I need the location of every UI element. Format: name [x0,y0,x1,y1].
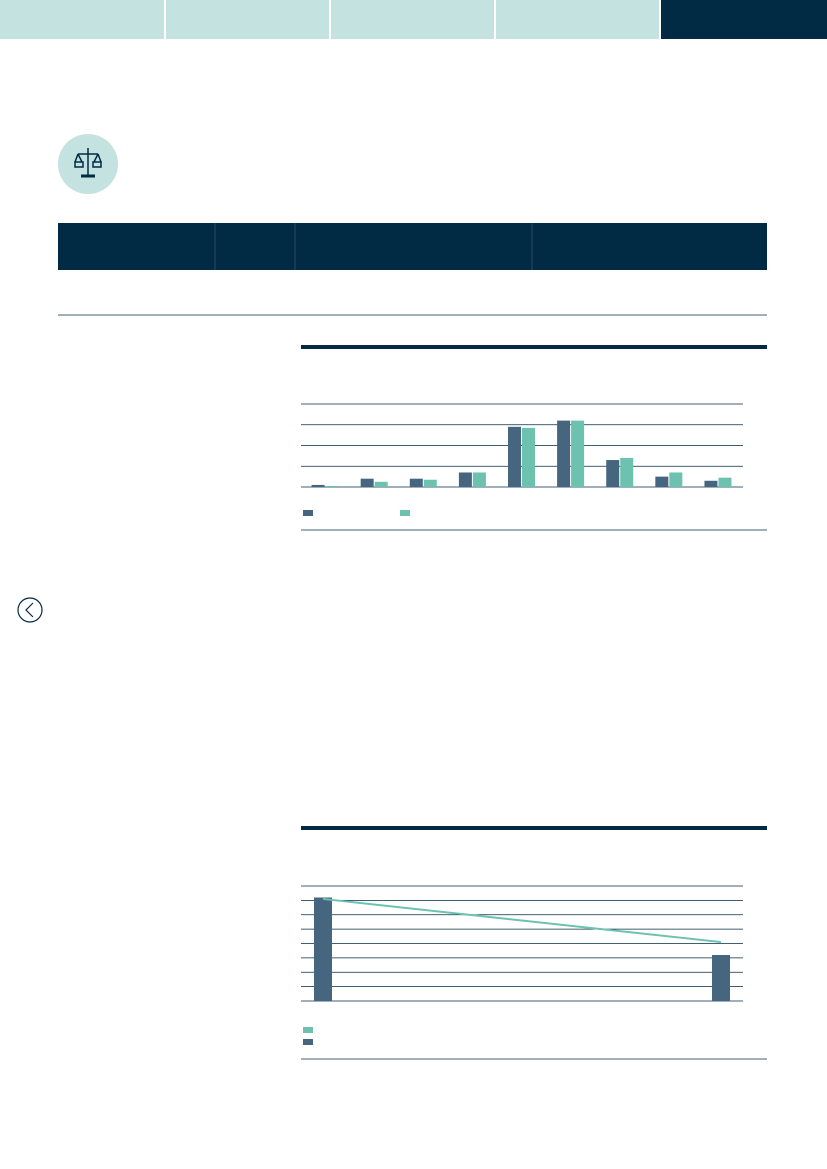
bar [718,477,732,487]
nav-tab[interactable] [0,0,164,39]
bar [325,485,339,487]
table [58,223,767,316]
bar [458,472,472,487]
legend-swatch [303,1027,313,1033]
bar [606,460,620,487]
bar [655,476,669,487]
nav-tab[interactable] [331,0,494,39]
bar [472,472,486,487]
nav-tab[interactable] [166,0,329,39]
table-header [58,223,767,270]
bar [311,484,325,487]
bar [522,427,535,487]
nav-tab-active[interactable] [661,0,827,39]
bar [423,479,437,487]
legend-swatch [303,1039,313,1045]
nav-tabs [0,0,827,39]
bar [557,420,571,487]
bar [669,472,683,487]
bar [409,478,423,487]
bar [712,955,730,1001]
back-button[interactable] [17,597,43,623]
nav-tab[interactable] [496,0,659,39]
bar [704,480,718,487]
legend-swatch [303,510,313,516]
line [322,897,722,944]
bar [360,478,374,487]
legend-swatch [400,510,410,516]
scales-icon [58,134,118,194]
bar [571,420,585,487]
bar [374,481,388,487]
bar [508,426,521,487]
bar [620,457,634,487]
bar [314,897,332,1001]
